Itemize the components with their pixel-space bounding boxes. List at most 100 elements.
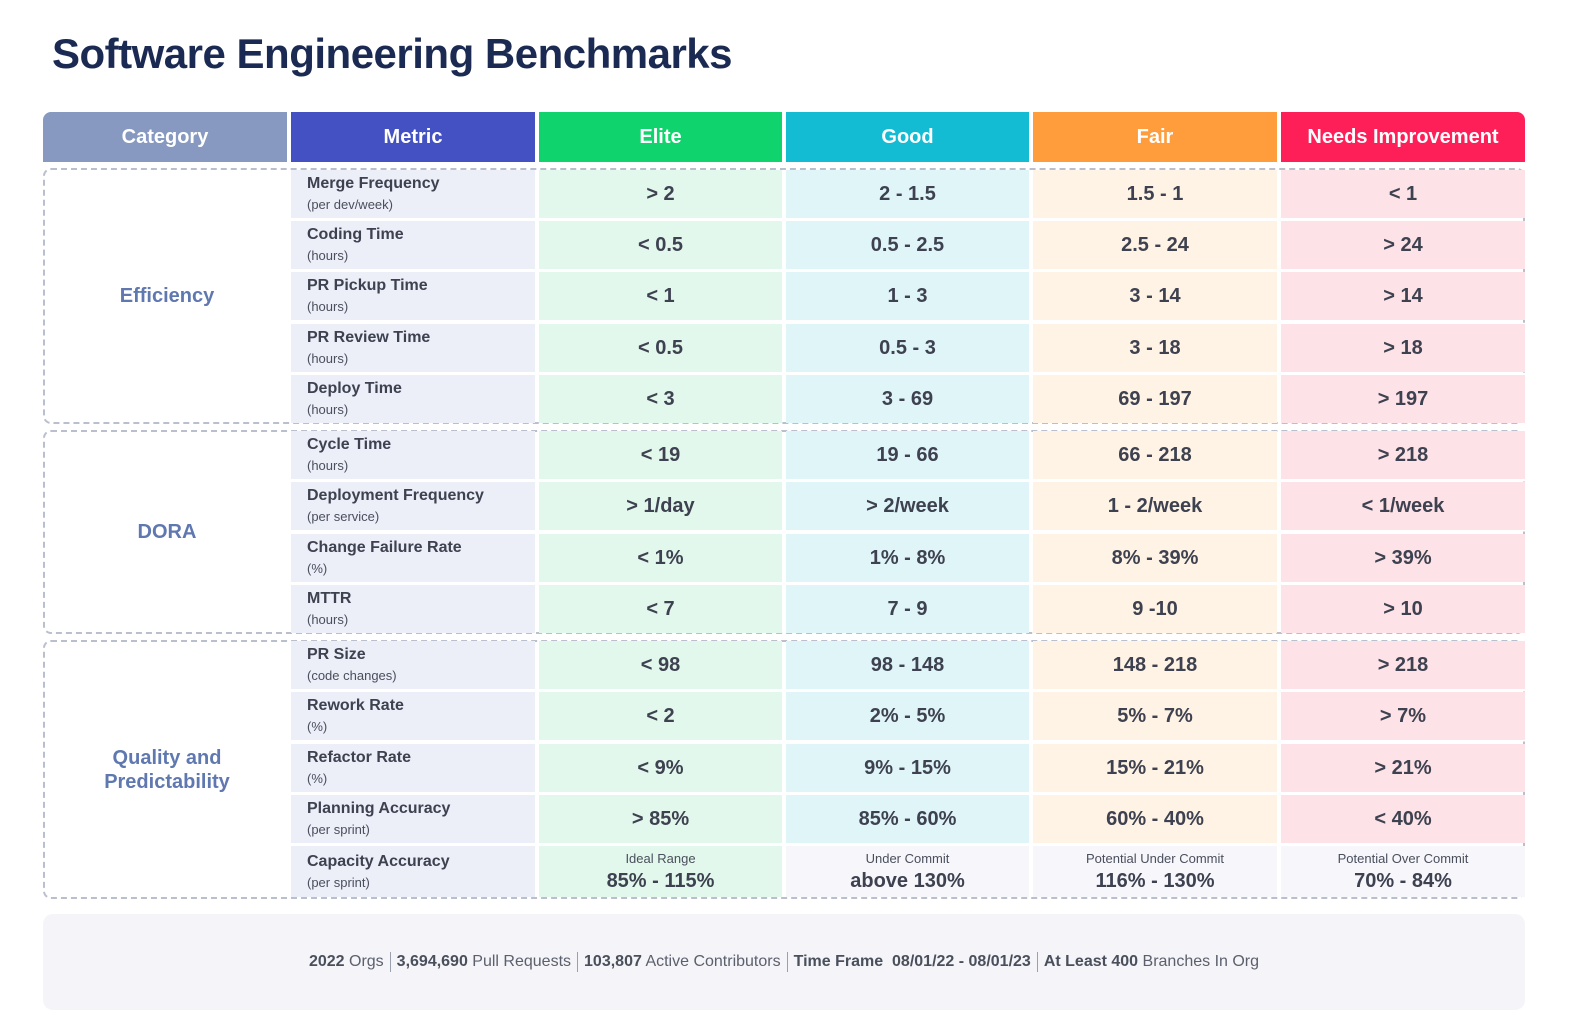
good-value-cell: 19 - 66 [786,431,1029,479]
metric-cell: PR Pickup Time (hours) [291,272,535,320]
needs-value-cell: > 218 [1281,431,1525,479]
contributors-count: 103,807 [584,953,642,970]
orgs-label: Orgs [344,953,384,970]
elite-value-cell: < 98 [539,641,782,689]
footer-divider [577,952,579,972]
good-value-cell: 1% - 8% [786,534,1029,582]
metric-cell: Change Failure Rate (%) [291,534,535,582]
elite-value-cell: < 7 [539,585,782,633]
metric-unit: (hours) [307,351,349,366]
metric-cell-capacity: Capacity Accuracy (per sprint) [291,846,535,897]
fair-value-cell: 1.5 - 1 [1033,170,1277,218]
metric-name: PR Size [307,646,366,663]
header-needs-improvement: Needs Improvement [1281,112,1525,162]
metric-cell: PR Size (code changes) [291,641,535,689]
metric-cell: Cycle Time (hours) [291,431,535,479]
metric-cell: Deployment Frequency (per service) [291,482,535,530]
header-good-label: Good [881,125,934,148]
metric-name: Rework Rate [307,697,404,714]
capacity-good-cell: Under Commit above 130% [786,846,1029,897]
capacity-elite-label: Ideal Range [625,850,696,866]
metric-name: Planning Accuracy [307,800,451,817]
metric-unit: (hours) [307,458,349,473]
header-category-label: Category [121,125,209,148]
fair-value-cell: 15% - 21% [1033,744,1277,792]
elite-value-cell: > 1/day [539,482,782,530]
good-value-cell: 1 - 3 [786,272,1029,320]
header-category: Category [43,112,287,162]
metric-name: Refactor Rate [307,749,412,766]
elite-value-cell: < 9% [539,744,782,792]
fair-value-cell: 9 -10 [1033,585,1277,633]
metric-name: Merge Frequency [307,175,440,192]
capacity-fair-label: Potential Under Commit [1086,850,1224,866]
footer-divider [786,952,788,972]
capacity-needs-label: Potential Over Commit [1337,850,1469,866]
metric-name: PR Review Time [307,329,431,346]
good-value-cell: 0.5 - 3 [786,324,1029,372]
needs-value-cell: > 7% [1281,692,1525,740]
capacity-fair-cell: Potential Under Commit 116% - 130% [1033,846,1277,897]
pull-requests-label: Pull Requests [467,953,572,970]
elite-value-cell: < 3 [539,375,782,423]
good-value-cell: 2% - 5% [786,692,1029,740]
needs-value-cell: > 197 [1281,375,1525,423]
fair-value-cell: 8% - 39% [1033,534,1277,582]
metric-unit: (per sprint) [307,822,370,837]
needs-value-cell: > 218 [1281,641,1525,689]
needs-value-cell: > 18 [1281,324,1525,372]
pull-requests-count: 3,694,690 [396,953,468,970]
good-value-cell: 85% - 60% [786,795,1029,843]
metric-name: Change Failure Rate [307,539,462,556]
needs-value-cell: > 14 [1281,272,1525,320]
capacity-fair-value: 116% - 130% [1095,869,1215,892]
fair-value-cell: 66 - 218 [1033,431,1277,479]
fair-value-cell: 60% - 40% [1033,795,1277,843]
elite-value-cell: < 1% [539,534,782,582]
time-frame-label: Time Frame [793,953,888,970]
header-good: Good [786,112,1029,162]
good-value-cell: > 2/week [786,482,1029,530]
metric-cell: Rework Rate (%) [291,692,535,740]
header-metric-label: Metric [383,125,443,148]
metric-name: Cycle Time [307,436,392,453]
group-dora [43,430,1525,634]
footer-divider [1036,952,1038,972]
elite-value-cell: < 0.5 [539,221,782,269]
metric-cell: Refactor Rate (%) [291,744,535,792]
needs-value-cell: > 10 [1281,585,1525,633]
branches-label: Branches In Org [1138,953,1260,970]
metric-cell: Planning Accuracy (per sprint) [291,795,535,843]
good-value-cell: 0.5 - 2.5 [786,221,1029,269]
header-elite: Elite [539,112,782,162]
capacity-needs-value: 70% - 84% [1354,869,1452,892]
metric-cell: Coding Time (hours) [291,221,535,269]
fair-value-cell: 3 - 14 [1033,272,1277,320]
category-dora-label: DORA [137,521,197,543]
dataset-summary-footer: 2022 Orgs 3,694,690 Pull Requests 103,80… [43,914,1525,1010]
metric-unit: (per service) [307,509,380,524]
needs-value-cell: < 1 [1281,170,1525,218]
header-elite-label: Elite [639,125,682,148]
metric-unit: (%) [307,561,328,576]
needs-value-cell: > 21% [1281,744,1525,792]
metric-unit: (per sprint) [307,874,370,890]
header-fair: Fair [1033,112,1277,162]
fair-value-cell: 69 - 197 [1033,375,1277,423]
branches-threshold: At Least 400 [1043,953,1139,970]
fair-value-cell: 5% - 7% [1033,692,1277,740]
metric-name: Deployment Frequency [307,487,484,504]
metric-name: PR Pickup Time [307,277,428,294]
header-fair-label: Fair [1136,125,1174,148]
category-efficiency: Efficiency [44,170,290,422]
good-value-cell: 3 - 69 [786,375,1029,423]
metric-cell: Merge Frequency (per dev/week) [291,170,535,218]
footer-divider [389,952,391,972]
elite-value-cell: < 2 [539,692,782,740]
time-frame-value: 08/01/22 - 08/01/23 [887,953,1031,970]
contributors-label: Active Contributors [641,953,781,970]
fair-value-cell: 3 - 18 [1033,324,1277,372]
metric-cell: MTTR (hours) [291,585,535,633]
metric-name: Capacity Accuracy [307,852,450,870]
metric-unit: (hours) [307,402,349,417]
